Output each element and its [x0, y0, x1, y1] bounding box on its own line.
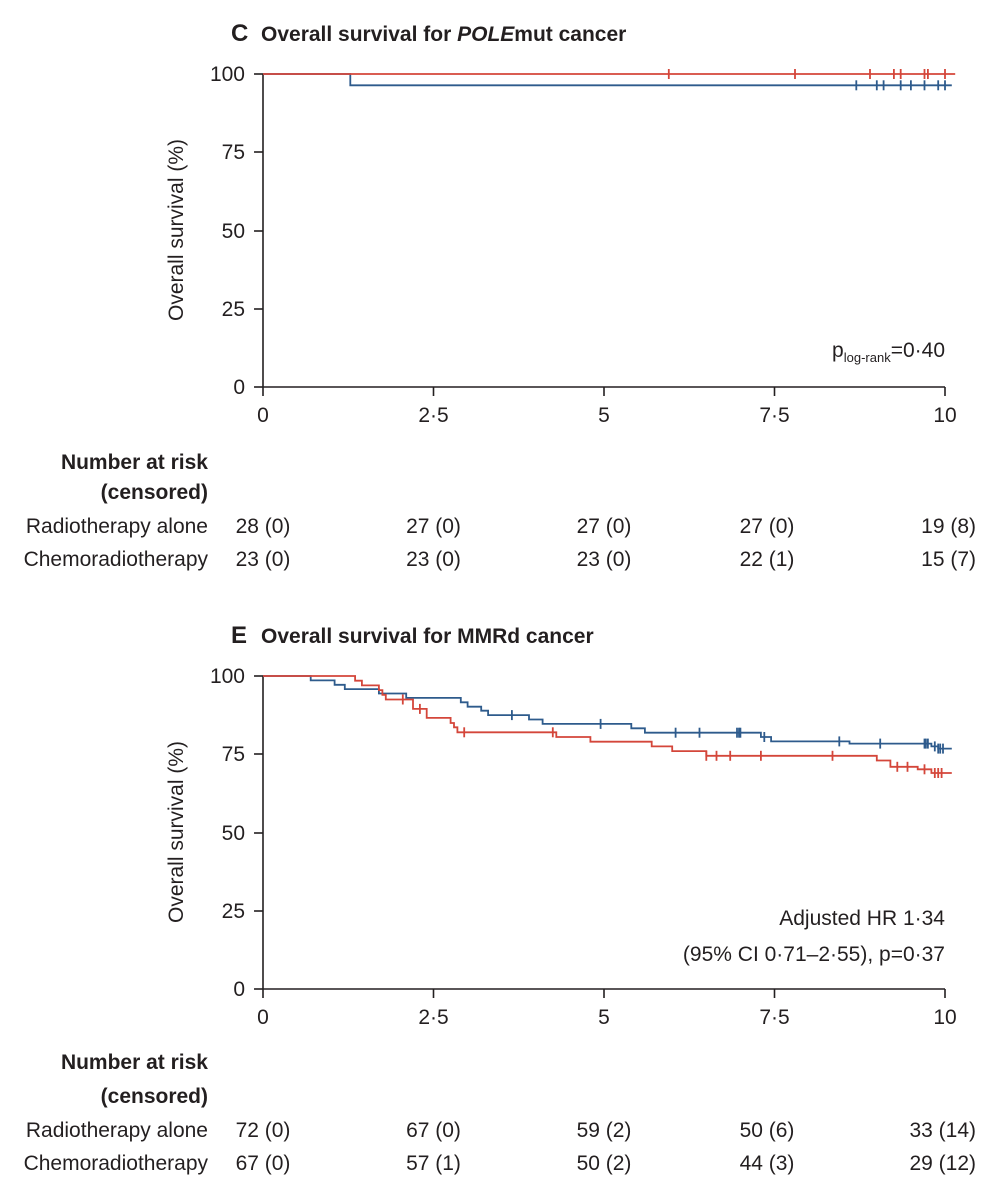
risk-cell: 33 (14) [909, 1119, 976, 1142]
y-axis-label: Overall survival (%) [165, 139, 188, 321]
risk-row-label-chemoradiotherapy: Chemoradiotherapy [24, 1152, 209, 1175]
panel-title: Overall survival for POLEmut cancer [261, 23, 626, 46]
survival-curve-radiotherapy [263, 675, 952, 750]
risk-cell: 23 (0) [406, 548, 461, 571]
risk-table: Number at risk (censored) Radiotherapy a… [24, 1051, 976, 1175]
x-tick-label: 2·5 [418, 404, 448, 427]
risk-cell: 50 (6) [740, 1119, 795, 1142]
panel-letter: E [231, 622, 247, 649]
risk-cell: 44 (3) [740, 1152, 795, 1175]
risk-cell: 23 (0) [236, 548, 291, 571]
y-ticks: 100 75 50 25 0 [210, 665, 263, 1001]
risk-cell: 23 (0) [577, 548, 632, 571]
y-axis-label: Overall survival (%) [165, 741, 188, 923]
y-tick-label: 0 [233, 978, 245, 1001]
risk-cell: 72 (0) [236, 1119, 291, 1142]
y-ticks: 100 75 50 25 0 [210, 63, 263, 399]
x-ticks: 0 2·5 5 7·5 10 [257, 387, 957, 427]
x-tick-label: 7·5 [759, 404, 789, 427]
survival-curves [263, 69, 956, 91]
y-tick-label: 50 [222, 220, 245, 243]
risk-cell: 22 (1) [740, 548, 795, 571]
panel-letter: C [231, 20, 248, 47]
x-tick-label: 5 [598, 404, 610, 427]
x-ticks: 0 2·5 5 7·5 10 [257, 989, 957, 1029]
x-tick-label: 0 [257, 1006, 269, 1029]
y-tick-label: 50 [222, 822, 245, 845]
risk-cell: 19 (8) [921, 515, 976, 538]
risk-cell: 59 (2) [577, 1119, 632, 1142]
y-tick-label: 0 [233, 376, 245, 399]
y-tick-label: 100 [210, 63, 245, 86]
x-tick-label: 5 [598, 1006, 610, 1029]
risk-table: Number at risk (censored) Radiotherapy a… [24, 451, 976, 571]
risk-cell: 50 (2) [577, 1152, 632, 1175]
hazard-ratio-annotation: Adjusted HR 1·34 [779, 907, 945, 930]
y-tick-label: 100 [210, 665, 245, 688]
risk-table-heading: Number at risk [61, 1051, 208, 1074]
risk-table-subheading: (censored) [101, 481, 208, 504]
x-tick-label: 7·5 [759, 1006, 789, 1029]
confidence-interval-annotation: (95% CI 0·71–2·55), p=0·37 [683, 943, 945, 966]
risk-cell: 67 (0) [236, 1152, 291, 1175]
risk-row-label-radiotherapy: Radiotherapy alone [26, 1119, 208, 1142]
risk-cell: 29 (12) [909, 1152, 976, 1175]
risk-row-label-chemoradiotherapy: Chemoradiotherapy [24, 548, 209, 571]
risk-table-heading: Number at risk [61, 451, 208, 474]
y-tick-label: 25 [222, 900, 245, 923]
panel-e: E Overall survival for MMRd cancer Overa… [24, 622, 976, 1175]
panel-c: C Overall survival for POLEmut cancer Ov… [24, 20, 976, 571]
y-tick-label: 75 [222, 743, 245, 766]
risk-row-label-radiotherapy: Radiotherapy alone [26, 515, 208, 538]
risk-cell: 67 (0) [406, 1119, 461, 1142]
risk-cell: 27 (0) [740, 515, 795, 538]
y-tick-label: 75 [222, 141, 245, 164]
panel-title: Overall survival for MMRd cancer [261, 625, 594, 648]
x-tick-label: 0 [257, 404, 269, 427]
survival-curve-radiotherapy [263, 73, 952, 87]
y-tick-label: 25 [222, 298, 245, 321]
x-tick-label: 10 [933, 404, 956, 427]
risk-cell: 57 (1) [406, 1152, 461, 1175]
risk-cell: 27 (0) [406, 515, 461, 538]
survival-curve-chemoradiotherapy [263, 675, 952, 774]
p-value-annotation: plog-rank=0·40 [832, 339, 945, 365]
risk-cell: 27 (0) [577, 515, 632, 538]
risk-cell: 15 (7) [921, 548, 976, 571]
x-tick-label: 2·5 [418, 1006, 448, 1029]
survival-curves [263, 675, 952, 778]
risk-cell: 28 (0) [236, 515, 291, 538]
x-tick-label: 10 [933, 1006, 956, 1029]
risk-table-subheading: (censored) [101, 1085, 208, 1108]
